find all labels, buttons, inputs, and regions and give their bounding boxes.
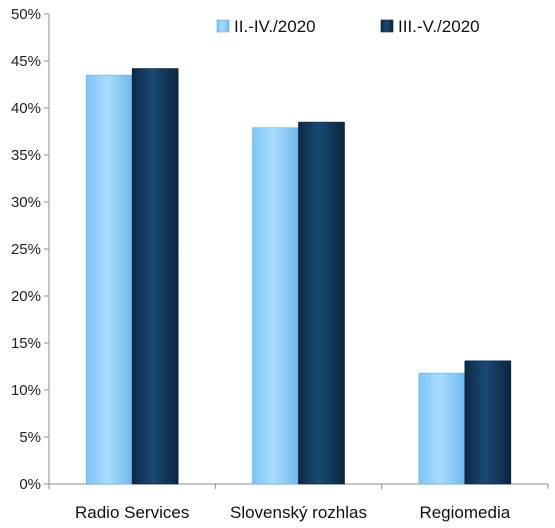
legend: II.-IV./2020 III.-V./2020 xyxy=(216,17,480,36)
y-tick-label: 0% xyxy=(19,476,41,493)
y-tick-label: 50% xyxy=(11,6,41,23)
legend-label: II.-IV./2020 xyxy=(234,17,316,36)
y-tick-label: 30% xyxy=(11,194,41,211)
y-tick-label: 35% xyxy=(11,147,41,164)
y-tick-label: 20% xyxy=(11,288,41,305)
bar-series-1 xyxy=(85,74,133,485)
x-category-label: Regiomedia xyxy=(419,503,510,522)
bar-series-2 xyxy=(464,360,512,485)
y-tick-label: 10% xyxy=(11,382,41,399)
y-tick-label: 45% xyxy=(11,53,41,70)
y-tick-label: 5% xyxy=(19,429,41,446)
legend-swatch xyxy=(380,19,394,33)
x-category-label: Slovenský rozhlas xyxy=(230,503,367,522)
bars xyxy=(85,68,512,485)
bar-series-1 xyxy=(418,372,466,485)
legend-label: III.-V./2020 xyxy=(398,17,480,36)
y-tick-label: 40% xyxy=(11,100,41,117)
bar-series-1 xyxy=(252,127,299,485)
legend-swatch xyxy=(216,19,230,33)
x-category-label: Radio Services xyxy=(75,503,189,522)
bar-series-2 xyxy=(131,68,179,485)
y-tick-label: 15% xyxy=(11,335,41,352)
bar-series-2 xyxy=(298,121,345,485)
y-tick-label: 25% xyxy=(11,241,41,258)
labels: 0% 5% 10% 15% 20% 25% 30% 35% 40% 45% 50% Radio Ser… xyxy=(11,6,511,522)
